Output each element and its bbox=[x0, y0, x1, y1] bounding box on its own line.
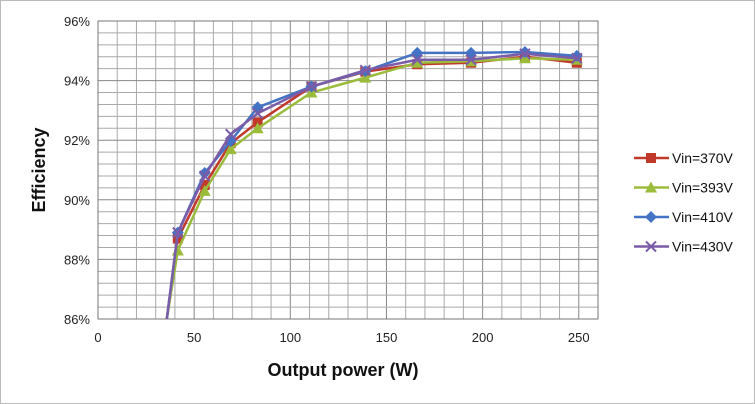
legend-label: Vin=393V bbox=[672, 180, 734, 196]
legend-marker bbox=[645, 240, 657, 253]
data-point bbox=[465, 54, 477, 66]
data-point bbox=[199, 170, 211, 182]
x-tick-label: 150 bbox=[376, 330, 398, 345]
data-point bbox=[224, 128, 237, 140]
data-point bbox=[305, 80, 318, 93]
data-point bbox=[251, 107, 264, 120]
y-tick-label: 88% bbox=[64, 252, 90, 267]
data-point bbox=[359, 71, 372, 83]
data-point bbox=[519, 48, 531, 60]
data-point bbox=[251, 122, 264, 134]
x-tick-label: 0 bbox=[94, 330, 101, 345]
data-point bbox=[198, 184, 211, 196]
data-point bbox=[224, 143, 237, 155]
data-point bbox=[571, 52, 583, 64]
y-tick-label: 92% bbox=[64, 133, 90, 148]
x-tick-label: 100 bbox=[279, 330, 301, 345]
legend-marker bbox=[645, 211, 657, 223]
y-tick-label: 94% bbox=[64, 74, 90, 89]
x-tick-label: 50 bbox=[187, 330, 201, 345]
legend-label: Vin=410V bbox=[672, 209, 734, 225]
x-tick-label: 200 bbox=[472, 330, 494, 345]
data-point bbox=[411, 56, 424, 68]
x-tick-label: 250 bbox=[568, 330, 590, 345]
legend-marker bbox=[646, 153, 656, 163]
legend-marker bbox=[645, 181, 657, 193]
y-tick-label: 96% bbox=[64, 14, 90, 29]
data-point bbox=[359, 64, 372, 76]
y-tick-label: 90% bbox=[64, 193, 90, 208]
data-point bbox=[172, 226, 184, 239]
legend-label: Vin=370V bbox=[672, 150, 734, 166]
legend-label: Vin=430V bbox=[672, 239, 734, 255]
y-tick-label: 86% bbox=[64, 312, 90, 327]
plot-border bbox=[97, 20, 599, 320]
x-axis-label: Output power (W) bbox=[268, 360, 419, 380]
y-axis-label: Efficiency bbox=[29, 127, 49, 212]
data-point bbox=[411, 54, 423, 66]
